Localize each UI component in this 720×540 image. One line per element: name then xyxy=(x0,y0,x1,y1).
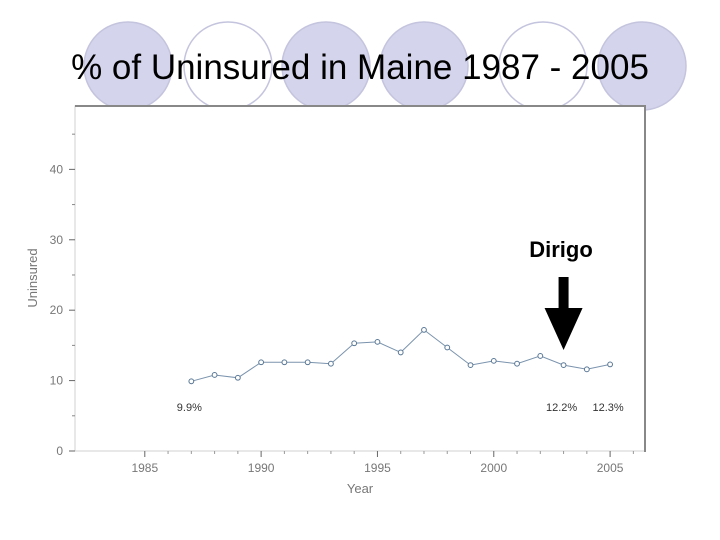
data-label: 12.3% xyxy=(593,402,624,414)
dirigo-annotation: Dirigo xyxy=(529,237,593,262)
data-point xyxy=(328,360,334,367)
data-labels: 9.9% 12.2% 12.3% xyxy=(177,402,624,414)
data-point xyxy=(421,326,427,333)
x-axis-label: Year xyxy=(347,481,374,496)
x-tick-label: 1985 xyxy=(131,461,158,475)
x-tick-label: 2005 xyxy=(597,461,624,475)
data-point xyxy=(583,366,590,373)
data-point xyxy=(304,359,311,366)
x-tick-label: 1990 xyxy=(248,461,275,475)
data-point xyxy=(281,359,288,366)
data-point xyxy=(560,362,567,369)
data-point xyxy=(351,340,358,347)
data-point xyxy=(234,374,241,381)
data-point xyxy=(537,353,544,359)
x-tick-label: 2000 xyxy=(480,461,507,475)
data-label: 12.2% xyxy=(546,402,577,414)
data-point xyxy=(514,360,520,367)
y-axis-ticks: 0 10 20 30 40 xyxy=(50,133,75,458)
data-point xyxy=(490,357,497,364)
data-point xyxy=(374,338,381,345)
y-tick-label: 10 xyxy=(50,374,64,388)
arrow-down-icon xyxy=(544,277,583,350)
y-tick-label: 30 xyxy=(50,233,64,247)
series-markers xyxy=(188,326,614,385)
data-point xyxy=(188,378,195,385)
y-tick-label: 0 xyxy=(56,444,63,458)
data-point xyxy=(467,362,474,369)
plot-frame xyxy=(74,105,646,452)
y-axis-label: Uninsured xyxy=(25,248,40,307)
x-axis-ticks: 1985 1990 1995 2000 2005 xyxy=(131,451,634,475)
data-label: 9.9% xyxy=(177,402,202,414)
y-tick-label: 20 xyxy=(50,303,64,317)
data-point xyxy=(607,361,614,368)
x-tick-label: 1995 xyxy=(364,461,391,475)
data-point xyxy=(258,359,265,366)
data-point xyxy=(397,349,404,356)
data-point xyxy=(444,344,451,351)
slide-title: % of Uninsured in Maine 1987 - 2005 xyxy=(71,48,649,87)
y-tick-label: 40 xyxy=(50,162,64,176)
data-point xyxy=(211,372,218,378)
